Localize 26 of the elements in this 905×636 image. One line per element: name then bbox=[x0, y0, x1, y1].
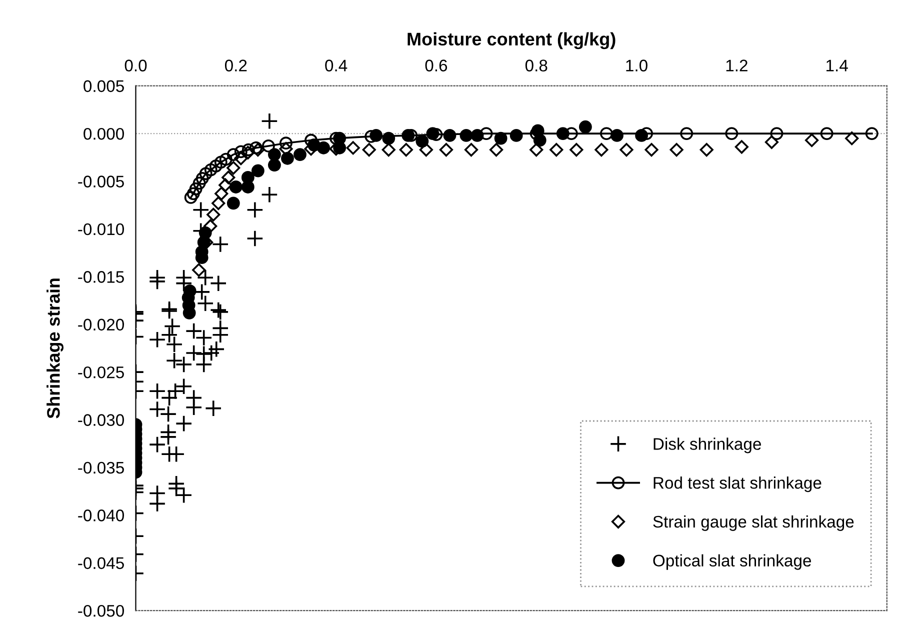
x-tick-label: 0.0 bbox=[124, 60, 147, 72]
y-tick-label: -0.015 bbox=[78, 271, 124, 283]
x-tick-label: 0.4 bbox=[325, 60, 348, 72]
y-tick-label: -0.050 bbox=[78, 604, 124, 617]
x-tick-label: 0.8 bbox=[525, 60, 548, 72]
x-tick-label: 0.6 bbox=[425, 60, 448, 72]
x-tick-label: 1.2 bbox=[726, 60, 748, 72]
legend-label: Rod test slat shrinkage bbox=[654, 476, 822, 492]
legend-label: Disk shrinkage bbox=[654, 438, 761, 454]
legend-label: Strain gauge slat shrinkage bbox=[653, 515, 854, 531]
y-tick-label: -0.030 bbox=[78, 414, 124, 426]
y-tick-label: -0.025 bbox=[78, 366, 124, 378]
legend-label: Optical slat shrinkage bbox=[653, 554, 812, 570]
y-tick-label: -0.020 bbox=[78, 318, 124, 331]
y-tick-label: -0.040 bbox=[78, 510, 124, 522]
y-tick-label: -0.045 bbox=[78, 557, 124, 570]
x-tick-label: 0.2 bbox=[224, 60, 247, 72]
y-tick-label: -0.010 bbox=[78, 223, 124, 236]
y-tick-label: 0.005 bbox=[84, 80, 124, 92]
y-axis-title: Shrinkage strain bbox=[46, 278, 64, 418]
y-tick-label: -0.005 bbox=[78, 176, 124, 188]
x-axis-title: Moisture content (kg/kg) bbox=[408, 32, 616, 50]
y-tick-label: -0.035 bbox=[78, 462, 124, 474]
x-tick-label: 1.0 bbox=[626, 60, 648, 72]
x-tick-label: 1.4 bbox=[826, 60, 848, 72]
y-tick-label: 0.000 bbox=[84, 128, 124, 140]
